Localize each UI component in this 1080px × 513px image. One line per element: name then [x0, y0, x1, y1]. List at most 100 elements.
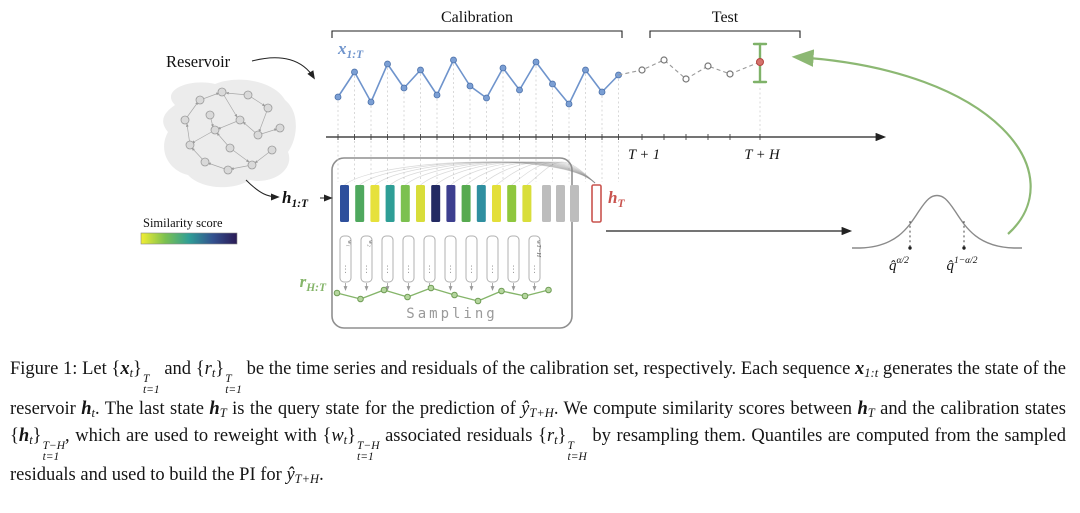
- caption-text: t: [211, 366, 216, 380]
- caption-text: .: [319, 465, 324, 486]
- caption-text: r: [204, 359, 212, 379]
- calibration-point: [450, 56, 457, 64]
- test-point: [638, 66, 646, 74]
- calibration-point: [417, 66, 424, 74]
- caption-text: t: [29, 432, 33, 447]
- state-bar: [370, 185, 380, 222]
- weight-dots: ⋮: [509, 265, 518, 275]
- caption-text: and {: [159, 359, 205, 379]
- calibration-point: [483, 94, 490, 102]
- caption-text: associated residuals {: [379, 425, 547, 446]
- math-supsub: T−H t=1: [357, 439, 380, 463]
- caption-text: . We compute similarity scores between: [553, 398, 858, 419]
- calibration-point: [384, 60, 391, 68]
- future-state-bar: [570, 185, 579, 222]
- query-state-bar: [591, 184, 602, 223]
- calibration-point: [549, 80, 556, 88]
- residual-point: [545, 286, 552, 294]
- calibration-point: [516, 86, 523, 94]
- caption-text: , which are used to reweight with {: [65, 425, 332, 446]
- caption-text: T+H: [529, 405, 554, 420]
- weight-box: [465, 235, 478, 283]
- test-point: [704, 62, 712, 70]
- weight-dots: ⋮: [362, 265, 371, 275]
- calibration-point: [499, 64, 507, 72]
- similarity-fan-line: [359, 161, 596, 186]
- state-bar: [446, 185, 456, 222]
- weight-box: [402, 235, 415, 283]
- quantile-high-dot: [962, 246, 966, 250]
- caption-text: Figure 1: Let {: [10, 359, 121, 379]
- test-bracket: [649, 30, 801, 38]
- weight-box: [381, 235, 394, 283]
- weight-box: [486, 235, 499, 283]
- weight-box: [528, 235, 541, 283]
- caption-text: h: [81, 398, 92, 419]
- similarity-fan-line: [435, 161, 596, 186]
- state-bar: [461, 185, 471, 222]
- residual-point: [357, 295, 364, 303]
- similarity-score-label: Similarity score: [143, 216, 223, 230]
- caption-text: }: [32, 425, 42, 446]
- similarity-fan-line: [420, 161, 596, 186]
- weight-label: wT−H: [535, 240, 542, 257]
- similarity-fan-line: [496, 161, 596, 186]
- calibration-point: [351, 68, 358, 76]
- x-series-label: x1:T: [337, 39, 364, 61]
- caption-text: and the calibration states {: [10, 398, 1066, 446]
- sampling-label: Sampling: [406, 306, 497, 322]
- residual-series-label: rH:T: [300, 272, 327, 294]
- calibration-point: [334, 93, 342, 101]
- residual-point: [521, 292, 529, 300]
- state-bar: [476, 185, 486, 222]
- weight-dots: ⋮: [383, 265, 392, 275]
- caption-text: by resampling them. Quantiles are comput…: [10, 425, 1066, 486]
- blob-to-states-arrow: [245, 179, 280, 201]
- state-bar: [355, 185, 365, 222]
- reservoir-blob: [163, 79, 296, 188]
- caption-text: }: [215, 359, 225, 379]
- prediction-point: [756, 58, 764, 66]
- weight-dots: ⋮: [467, 265, 476, 275]
- caption-text: T+H: [294, 472, 320, 487]
- axis-label-th: T + H: [744, 147, 781, 163]
- residual-point: [451, 291, 458, 299]
- weight-label: w₂: [367, 240, 374, 247]
- caption-text: x: [855, 359, 865, 379]
- caption-text: x: [120, 359, 130, 379]
- residual-point: [427, 284, 435, 292]
- caption-text: t: [91, 405, 95, 420]
- future-state-bar: [556, 185, 565, 222]
- caption-text: . The last state: [94, 398, 210, 419]
- h-series-label: h1:T: [282, 188, 309, 210]
- similarity-colorbar: [140, 232, 238, 245]
- weight-dots: ⋮: [425, 265, 434, 275]
- similarity-fan-line: [344, 161, 596, 186]
- state-bar: [385, 185, 395, 222]
- caption-text: }: [133, 359, 142, 379]
- caption-text: }: [557, 425, 567, 446]
- caption-text: T: [867, 405, 875, 420]
- residual-point: [333, 289, 341, 297]
- weight-box: [444, 235, 457, 283]
- caption-text: 1:t: [864, 366, 879, 380]
- calibration-point: [532, 58, 540, 66]
- calibration-point: [582, 66, 589, 74]
- weight-box: [507, 235, 520, 283]
- weight-dots: ⋮: [488, 265, 497, 275]
- calibration-series-line: [337, 59, 620, 105]
- weight-dots: ⋮: [530, 265, 539, 275]
- weight-box: [360, 235, 373, 283]
- caption-text: t: [129, 366, 134, 380]
- similarity-fan-line: [511, 161, 596, 186]
- caption-text: }: [347, 425, 357, 446]
- future-state-bar: [542, 185, 551, 222]
- quantile-high-label: q̂1−α/2: [946, 256, 977, 274]
- quantile-low-dot: [908, 246, 912, 250]
- caption-text: t: [343, 432, 348, 447]
- state-bar: [431, 185, 441, 222]
- state-bar: [522, 185, 532, 222]
- caption-text: is the query state for the prediction of: [226, 398, 522, 419]
